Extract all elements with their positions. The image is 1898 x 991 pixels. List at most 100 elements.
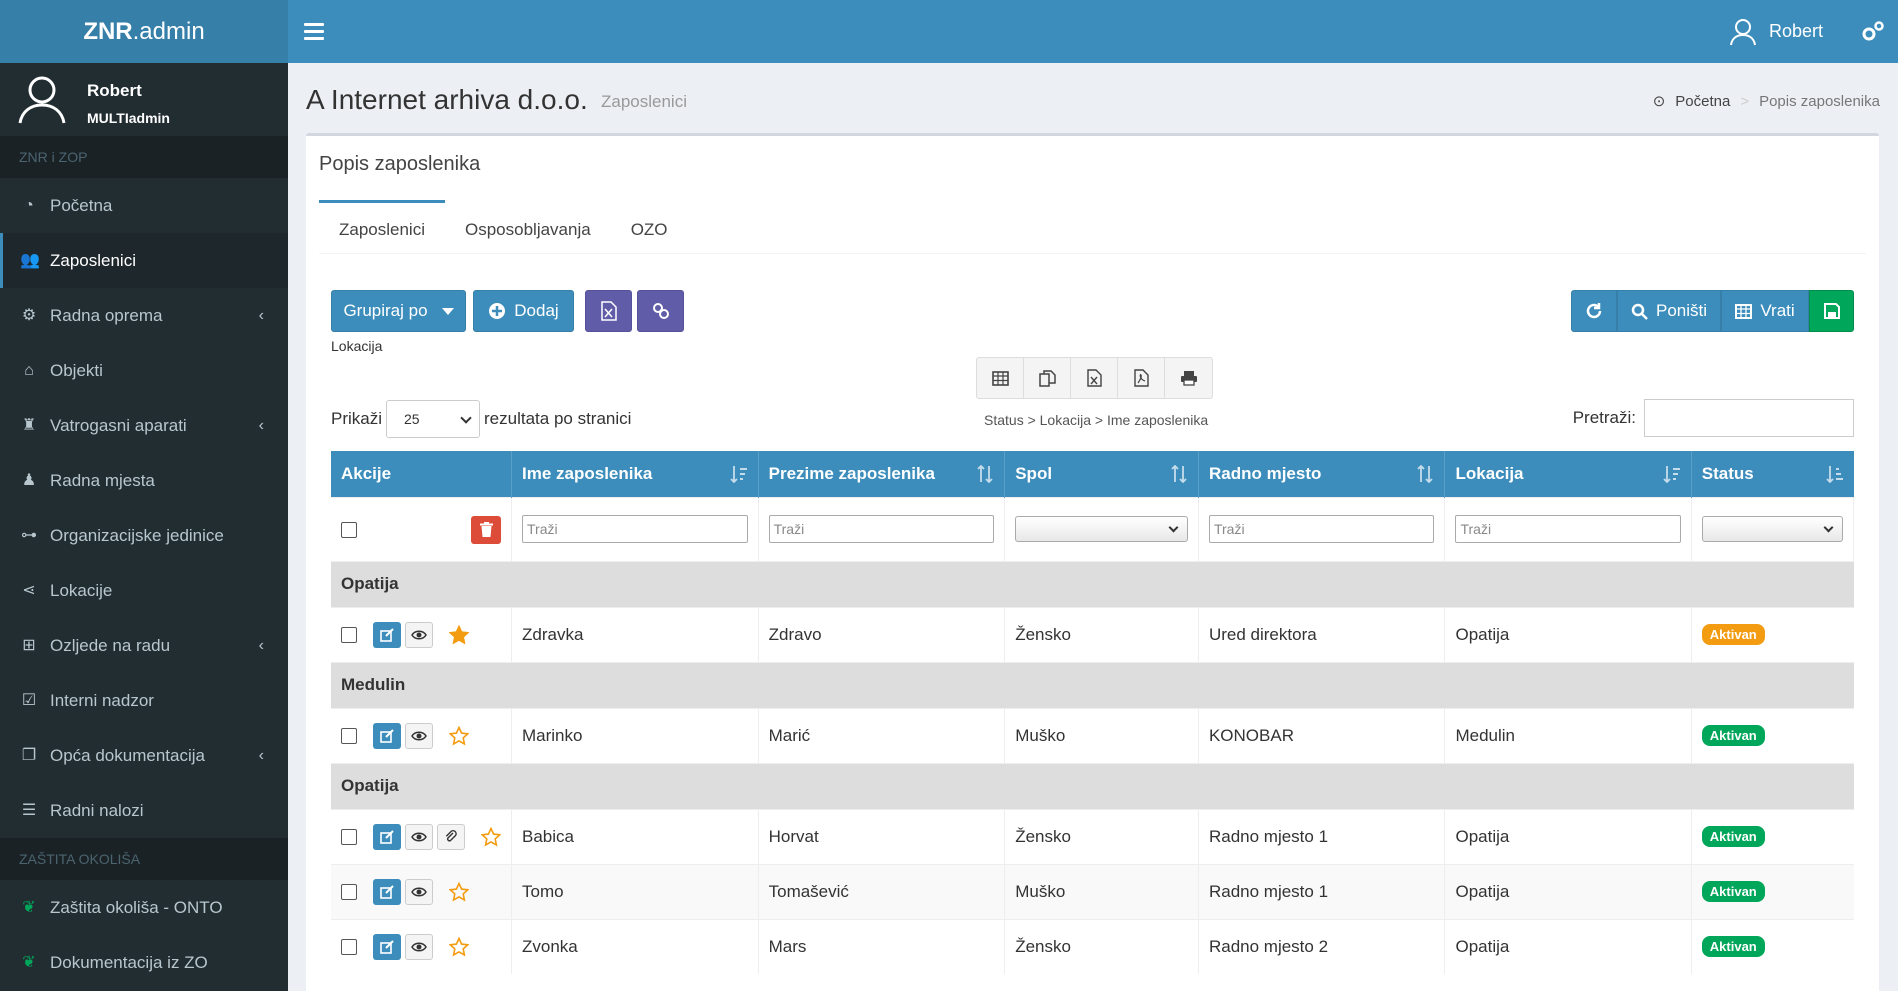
sidebar: Robert MULTIadmin ZNR i ZOP ◔ Početna 👥 Zap… [0, 63, 288, 991]
chevron-down-icon [460, 412, 472, 424]
search-input[interactable] [1644, 399, 1854, 437]
add-button[interactable]: Dodaj [473, 290, 574, 332]
employee-gender: Muško [1004, 707, 1199, 763]
sidebar-item-objekti[interactable]: ⌂ Objekti [0, 343, 288, 398]
filter-status-select[interactable] [1701, 516, 1843, 542]
extinguisher-icon: ♜ [21, 416, 37, 434]
select-all-checkbox[interactable] [341, 521, 357, 538]
edit-button[interactable] [373, 823, 401, 850]
row-checkbox[interactable] [341, 626, 357, 643]
sidebar-item-vatrogasni-aparati[interactable]: ♜ Vatrogasni aparati ‹ [0, 398, 288, 453]
tab-zaposlenici[interactable]: Zaposlenici [319, 200, 445, 254]
row-checkbox[interactable] [341, 727, 357, 744]
eye-icon [411, 832, 427, 841]
row-checkbox[interactable] [341, 938, 357, 955]
star-outline-icon[interactable] [449, 725, 469, 746]
reset-button[interactable]: Poništi [1617, 290, 1721, 332]
topbar-user-menu[interactable]: Robert [1729, 0, 1823, 63]
app-logo[interactable]: ZNR .admin [0, 0, 288, 63]
delete-selected-button[interactable] [471, 515, 501, 544]
employee-gender: Muško [1004, 863, 1199, 919]
view-button[interactable] [405, 722, 433, 749]
employee-gender: Žensko [1004, 918, 1199, 974]
sidebar-item-ozljede-na-radu[interactable]: ⊞ Ozljede na radu ‹ [0, 618, 288, 673]
copy-button[interactable] [1024, 358, 1071, 398]
page-title: A Internet arhiva d.o.o. [306, 84, 588, 115]
column-header-status[interactable]: Status [1691, 451, 1854, 497]
chevron-down-icon [1823, 522, 1834, 533]
breadcrumb-home[interactable]: Početna [1675, 92, 1731, 110]
column-header-ime[interactable]: Ime zaposlenika [511, 451, 759, 497]
cogs-icon: ⚙ [21, 306, 37, 324]
star-filled-icon[interactable] [449, 624, 469, 645]
column-header-spol[interactable]: Spol [1004, 451, 1199, 497]
edit-button[interactable] [373, 621, 401, 648]
breadcrumb-separator: > [1740, 92, 1750, 110]
view-button[interactable] [405, 621, 433, 648]
sidebar-item-radna-oprema[interactable]: ⚙ Radna oprema ‹ [0, 288, 288, 343]
hamburger-menu-icon[interactable] [304, 18, 324, 44]
employee-first-name: Zdravka [511, 606, 759, 662]
sidebar-item-interni-nadzor[interactable]: ☑ Interni nadzor [0, 673, 288, 728]
sidebar-item-zaposlenici[interactable]: 👥 Zaposlenici [0, 233, 288, 288]
employee-last-name: Zdravo [758, 606, 1006, 662]
sidebar-item-po-etna[interactable]: ◔ Početna [0, 178, 288, 233]
excel-export-button[interactable] [585, 290, 632, 332]
tab-ozo[interactable]: OZO [630, 220, 668, 239]
per-page-select[interactable]: 25 [386, 400, 481, 438]
column-visibility-button[interactable] [977, 358, 1024, 398]
sidebar-item-label: Zaštita okoliša - ONTO [50, 897, 223, 917]
sidebar-item-label: Zaposlenici [50, 250, 136, 270]
file-excel-icon [1086, 369, 1102, 387]
save-button[interactable] [1809, 290, 1854, 332]
filter-lokacija-input[interactable]: Traži [1455, 515, 1681, 543]
sidebar-item-organizacijske-jedinice[interactable]: ⊶ Organizacijske jedinice [0, 508, 288, 563]
view-button[interactable] [405, 823, 433, 850]
sidebar-item-lokacije[interactable]: ⋖ Lokacije [0, 563, 288, 618]
link-button[interactable] [637, 290, 684, 332]
group-row[interactable]: Opatija [331, 762, 1854, 809]
employee-last-name: Tomašević [758, 863, 1006, 919]
employee-location: Opatija [1444, 863, 1692, 919]
group-by-button[interactable]: Grupiraj po [331, 290, 466, 332]
edit-button[interactable] [373, 722, 401, 749]
edit-icon [380, 940, 394, 954]
group-row[interactable]: Medulin [331, 661, 1854, 708]
group-row[interactable]: Opatija [331, 560, 1854, 607]
sidebar-item-dokumentacija-iz-zo[interactable]: ❦ Dokumentacija iz ZO [0, 935, 288, 990]
view-button[interactable] [405, 933, 433, 960]
view-button[interactable] [405, 878, 433, 905]
column-header-radno-mjesto[interactable]: Radno mjesto [1198, 451, 1446, 497]
pdf-button[interactable] [1118, 358, 1165, 398]
filter-prezime-input[interactable]: Traži [768, 515, 995, 543]
row-checkbox[interactable] [341, 883, 357, 900]
edit-button[interactable] [373, 878, 401, 905]
row-checkbox[interactable] [341, 828, 357, 845]
sidebar-item-label: Organizacijske jedinice [50, 525, 224, 545]
edit-button[interactable] [373, 933, 401, 960]
settings-gears-icon[interactable] [1860, 19, 1886, 45]
excel-button[interactable] [1071, 358, 1118, 398]
star-outline-icon[interactable] [449, 936, 469, 957]
sidebar-item-op-a-dokumentacija[interactable]: ❐ Opća dokumentacija ‹ [0, 728, 288, 783]
star-outline-icon[interactable] [481, 826, 501, 847]
filter-radno-mjesto-input[interactable]: Traži [1208, 515, 1435, 543]
tab-osposobljavanja[interactable]: Osposobljavanja [465, 220, 591, 239]
plus-square-icon: ⊞ [22, 636, 36, 654]
attachment-button[interactable] [437, 823, 465, 850]
filter-spol-select[interactable] [1015, 516, 1188, 542]
print-button[interactable] [1165, 358, 1212, 398]
employee-last-name: Marić [758, 707, 1006, 763]
star-outline-icon[interactable] [449, 881, 469, 902]
sidebar-item-radna-mjesta[interactable]: ♟ Radna mjesta [0, 453, 288, 508]
restore-button[interactable]: Vrati [1721, 290, 1809, 332]
row-actions [331, 918, 512, 974]
sidebar-item-radni-nalozi[interactable]: ☰ Radni nalozi [0, 783, 288, 838]
filter-ime-input[interactable]: Traži [522, 515, 748, 543]
table-icon [991, 370, 1009, 386]
column-header-lokacija[interactable]: Lokacija [1444, 451, 1692, 497]
save-icon [1823, 303, 1840, 319]
column-header-prezime[interactable]: Prezime zaposlenika [758, 451, 1006, 497]
refresh-button[interactable] [1571, 290, 1617, 332]
sidebar-item-za-tita-okoli-a-onto[interactable]: ❦ Zaštita okoliša - ONTO [0, 880, 288, 935]
